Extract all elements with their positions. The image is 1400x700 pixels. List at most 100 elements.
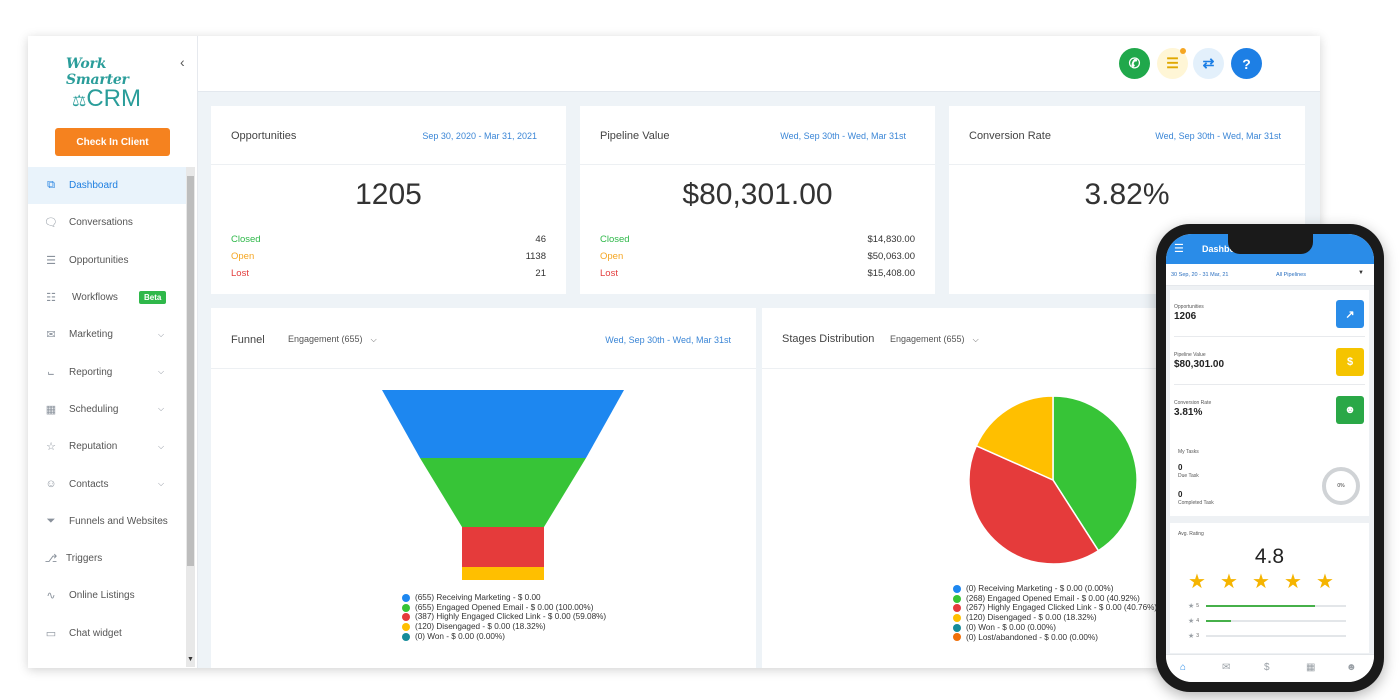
legend-item: (655) Engaged Opened Email - $ 0.00 (100…	[402, 603, 606, 613]
kpi-label: Opportunities	[1174, 304, 1204, 310]
stages-pie-chart	[968, 395, 1138, 565]
tasks-title: My Tasks	[1178, 449, 1199, 455]
star-icon: ★	[1188, 571, 1206, 593]
card-title: Pipeline Value	[600, 130, 670, 142]
legend-item: (387) Highly Engaged Clicked Link - $ 0.…	[402, 612, 606, 622]
collapse-sidebar-icon[interactable]: ‹	[180, 54, 185, 70]
calendar-icon: ▦	[45, 403, 57, 416]
sidebar-item-workflows[interactable]: ☷ Workflows Beta	[28, 279, 186, 316]
date-range-link[interactable]: Sep 30, 2020 - Mar 31, 2021	[422, 131, 537, 141]
date-range-link[interactable]: Wed, Sep 30th - Wed, Mar 31st	[605, 335, 731, 345]
dollar-icon: $	[1336, 348, 1364, 376]
task-list-icon: ☰	[1166, 55, 1179, 71]
people-icon[interactable]: ☻	[1346, 662, 1357, 673]
legend-label: (267) Highly Engaged Clicked Link - $ 0.…	[966, 603, 1158, 613]
phone-button[interactable]: ✆	[1119, 48, 1150, 79]
star-icon: ★	[1188, 633, 1195, 640]
date-range-link[interactable]: Wed, Sep 30th - Wed, Mar 31st	[780, 131, 906, 141]
mobile-date-range[interactable]: 30 Sep, 20 - 31 Mar, 21	[1171, 272, 1229, 278]
sidebar-item-chat-widget[interactable]: ▭ Chat widget	[28, 615, 186, 652]
sidebar-scrollbar-thumb[interactable]	[187, 176, 194, 566]
line-chart-icon: ⨽	[47, 365, 55, 378]
sidebar-item-reputation[interactable]: ☆ Reputation ⌵	[28, 428, 186, 465]
stat-value: 1138	[525, 251, 546, 262]
mobile-bottom-nav: ⌂ ✉ $ ▦ ☻	[1166, 654, 1374, 682]
help-button[interactable]: ?	[1231, 48, 1262, 79]
legend-item: (0) Won - $ 0.00 (0.00%)	[402, 632, 606, 642]
legend-swatch	[402, 622, 410, 631]
funnel-pipeline-dropdown[interactable]: Engagement (655) ⌵	[288, 334, 377, 345]
legend-item: (120) Disengaged - $ 0.00 (18.32%)	[402, 622, 606, 632]
stat-row: Lost $15,408.00	[600, 268, 915, 279]
stat-value: $15,408.00	[867, 268, 915, 279]
sidebar-item-label: Triggers	[66, 553, 103, 565]
mobile-pipeline-select[interactable]: All Pipelines	[1276, 272, 1306, 278]
legend-swatch	[953, 584, 961, 593]
task-progress-ring: 0%	[1322, 467, 1360, 505]
sidebar-item-contacts[interactable]: ☺ Contacts ⌵	[28, 465, 186, 502]
funnel-legend: (655) Receiving Marketing - $ 0.00 (655)…	[402, 593, 606, 642]
sidebar-item-conversations[interactable]: 🗨 Conversations	[28, 204, 186, 241]
help-icon: ?	[1242, 55, 1251, 72]
rating-title: Avg. Rating	[1178, 531, 1204, 537]
hamburger-menu-icon[interactable]: ☰	[1174, 243, 1184, 255]
rating-bar-fill	[1206, 605, 1316, 607]
funnel-chart	[382, 390, 624, 580]
sidebar-item-opportunities[interactable]: ☰ Opportunities	[28, 242, 186, 279]
dollar-icon[interactable]: $	[1264, 662, 1270, 673]
mobile-rating-card: Avg. Rating 4.8 ★ ★ ★ ★ ★ ★ 5 ★ 4 ★ 3	[1170, 523, 1369, 653]
legend-item: (0) Lost/abandoned - $ 0.00 (0.00%)	[953, 633, 1157, 643]
sidebar-item-label: Dashboard	[69, 180, 118, 192]
legend-label: (0) Lost/abandoned - $ 0.00 (0.00%)	[966, 632, 1098, 642]
sidebar: Work Smarter ⚖CRM ‹ Check In Client ⧉ Da…	[28, 36, 198, 668]
sidebar-item-label: Chat widget	[69, 627, 122, 639]
chevron-down-icon: ⌵	[370, 335, 377, 344]
sidebar-item-online-listings[interactable]: ∿ Online Listings	[28, 577, 186, 614]
mobile-screen: ☰ Dashboard 30 Sep, 20 - 31 Mar, 21 All …	[1166, 234, 1374, 682]
sidebar-item-label: Conversations	[69, 217, 133, 229]
chevron-down-icon[interactable]: ▼	[1358, 270, 1364, 276]
check-in-client-button[interactable]: Check In Client	[55, 128, 170, 156]
scroll-down-arrow-icon[interactable]: ▼	[187, 656, 194, 663]
sidebar-item-funnels-and-websites[interactable]: ⏷ Funnels and Websites ⌵	[28, 503, 186, 540]
pulse-icon: ∿	[46, 590, 56, 603]
stat-label-closed: Closed	[600, 234, 630, 245]
chevron-down-icon: ⌵	[158, 367, 165, 377]
chat-widget-icon: ▭	[45, 627, 57, 640]
completed-task-label: Completed Task	[1178, 500, 1214, 506]
legend-item: (267) Highly Engaged Clicked Link - $ 0.…	[953, 603, 1157, 613]
sidebar-item-label: Marketing	[69, 329, 113, 341]
sidebar-item-label: Reputation	[69, 441, 118, 453]
sidebar-item-marketing[interactable]: ✉ Marketing ⌵	[28, 316, 186, 353]
chevron-down-icon: ⌵	[158, 404, 165, 414]
stat-label-open: Open	[231, 251, 255, 262]
legend-label: (0) Won - $ 0.00 (0.00%)	[415, 631, 505, 641]
legend-item: (0) Won - $ 0.00 (0.00%)	[953, 623, 1157, 633]
desktop-window: Work Smarter ⚖CRM ‹ Check In Client ⧉ Da…	[28, 36, 1320, 668]
legend-label: (0) Receiving Marketing - $ 0.00 (0.00%)	[966, 584, 1114, 593]
stages-pipeline-dropdown[interactable]: Engagement (655) ⌵	[890, 334, 979, 345]
calendar-icon[interactable]: ▦	[1306, 662, 1316, 673]
sidebar-item-scheduling[interactable]: ▦ Scheduling ⌵	[28, 391, 186, 428]
switch-account-button[interactable]: ⇄	[1193, 48, 1224, 79]
divider	[580, 164, 935, 165]
stages-legend: (0) Receiving Marketing - $ 0.00 (0.00%)…	[953, 584, 1157, 642]
phone-notch	[1228, 234, 1313, 254]
chevron-down-icon: ⌵	[972, 335, 979, 344]
chat-bubbles-icon: 🗨	[44, 217, 58, 230]
messages-icon[interactable]: ✉	[1222, 662, 1231, 673]
sidebar-item-label: Scheduling	[69, 403, 119, 415]
sidebar-item-label: Contacts	[69, 478, 109, 490]
date-range-link[interactable]: Wed, Sep 30th - Wed, Mar 31st	[1155, 131, 1281, 141]
sidebar-item-dashboard[interactable]: ⧉ Dashboard	[28, 167, 186, 205]
sidebar-item-reporting[interactable]: ⨽ Reporting ⌵	[28, 353, 186, 390]
due-task-label: Due Task	[1178, 473, 1199, 479]
mobile-kpi-opportunities: Opportunities 1206	[1174, 304, 1204, 322]
beta-badge: Beta	[139, 291, 167, 305]
legend-item: (655) Receiving Marketing - $ 0.00	[402, 593, 606, 603]
stat-label-closed: Closed	[231, 234, 261, 245]
mobile-page-title: Dashboard	[1202, 244, 1250, 254]
sidebar-item-triggers[interactable]: ⎇ Triggers	[28, 540, 186, 577]
stat-label-lost: Lost	[600, 268, 618, 279]
home-icon[interactable]: ⌂	[1180, 662, 1187, 673]
